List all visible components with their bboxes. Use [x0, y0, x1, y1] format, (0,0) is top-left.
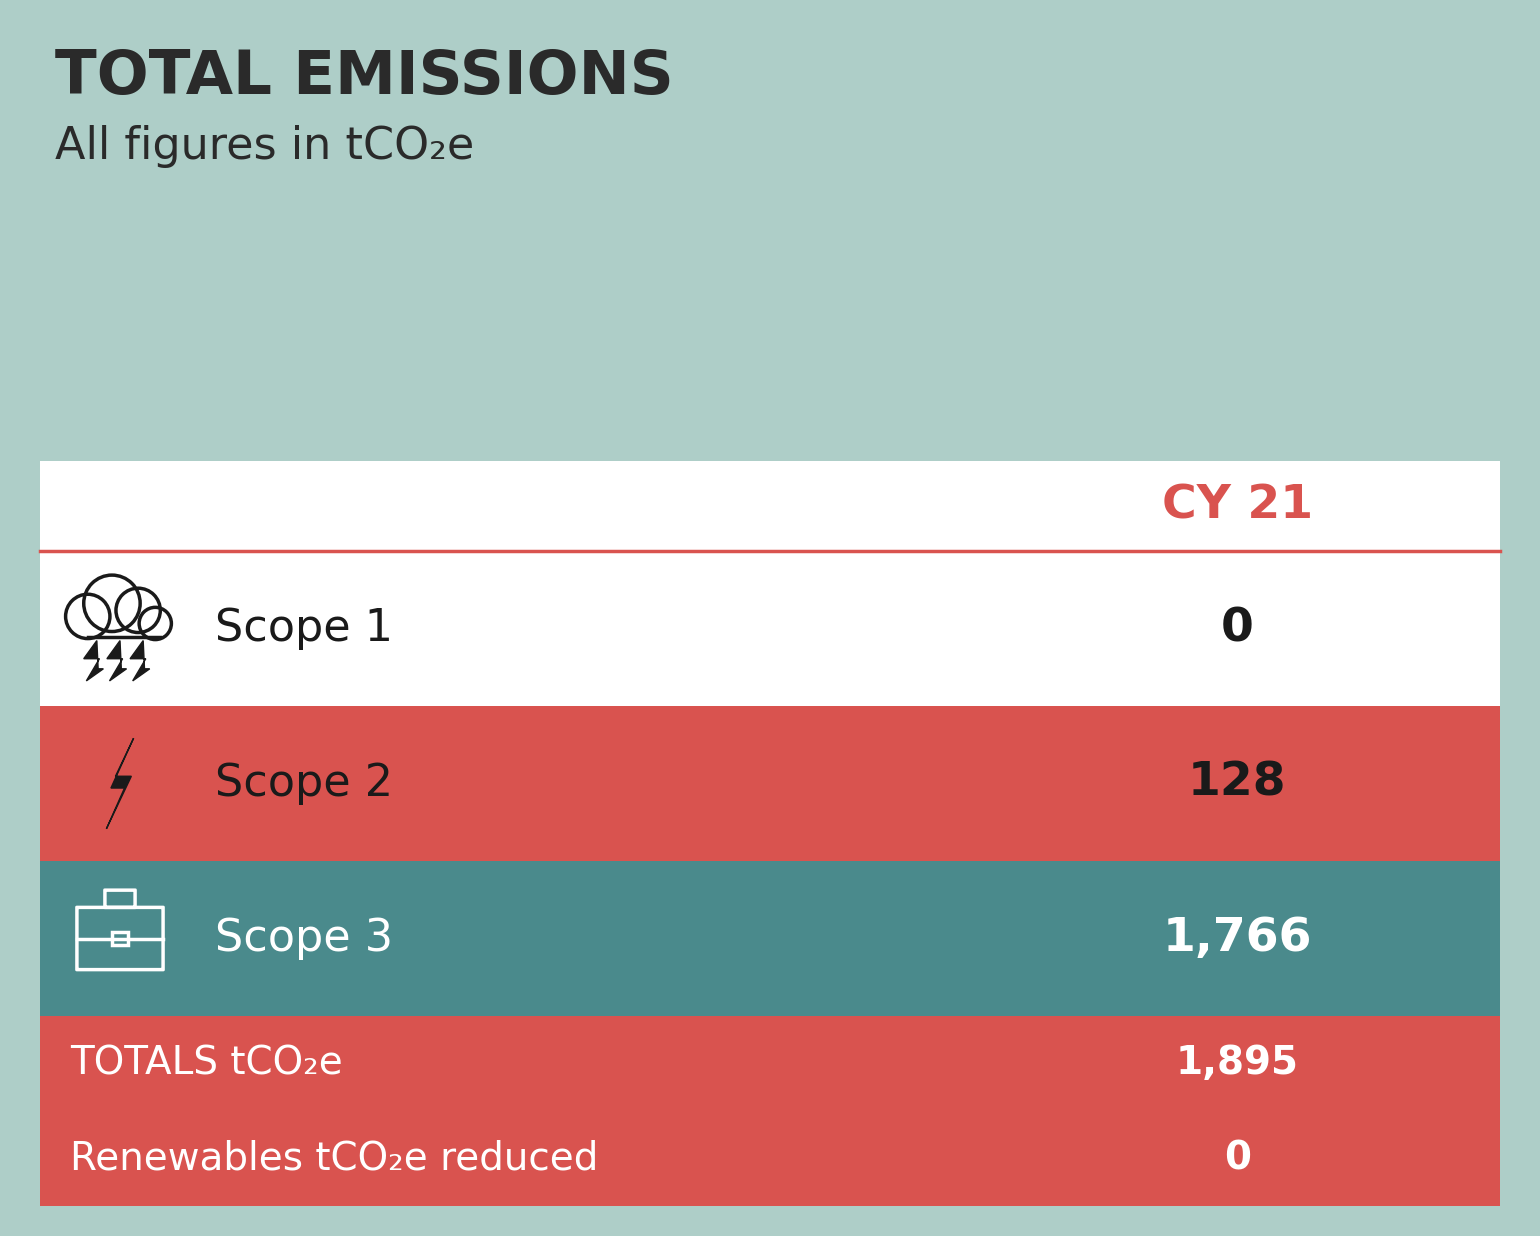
Text: 1,766: 1,766: [1163, 916, 1312, 962]
Text: 1,895: 1,895: [1175, 1044, 1298, 1083]
Circle shape: [139, 607, 171, 639]
Bar: [40, 706, 1500, 861]
Text: Renewables tCO₂e reduced: Renewables tCO₂e reduced: [69, 1140, 599, 1178]
Text: CY 21: CY 21: [1161, 483, 1312, 529]
Text: All figures in tCO₂e: All figures in tCO₂e: [55, 125, 474, 168]
Bar: [40, 461, 1500, 551]
Text: Scope 2: Scope 2: [216, 763, 393, 805]
Bar: [40, 861, 1500, 1016]
Polygon shape: [83, 640, 103, 681]
Text: Scope 1: Scope 1: [216, 607, 393, 650]
Text: Scope 3: Scope 3: [216, 917, 393, 960]
Text: 0: 0: [1224, 1140, 1250, 1178]
Polygon shape: [106, 738, 134, 829]
Text: 128: 128: [1187, 761, 1286, 806]
Circle shape: [66, 595, 109, 639]
Text: TOTAL EMISSIONS: TOTAL EMISSIONS: [55, 48, 675, 108]
Bar: [112, 932, 128, 946]
Bar: [40, 1016, 1500, 1206]
Polygon shape: [129, 640, 149, 681]
Circle shape: [116, 588, 160, 633]
Circle shape: [83, 575, 140, 632]
Polygon shape: [106, 640, 126, 681]
Bar: [40, 551, 1500, 706]
Text: TOTALS tCO₂e: TOTALS tCO₂e: [69, 1044, 343, 1083]
Text: 0: 0: [1221, 606, 1254, 651]
